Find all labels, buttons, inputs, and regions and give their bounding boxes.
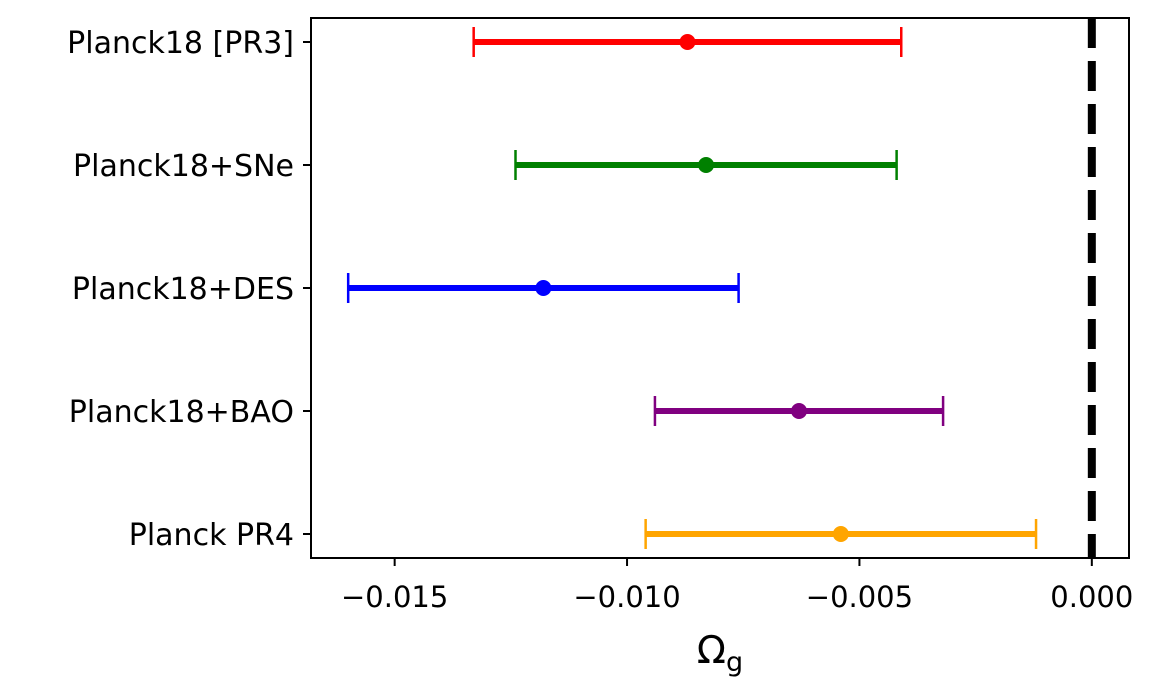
y-axis: Planck18 [PR3] Planck18+SNe Planck18+DES Pl… [67, 26, 311, 553]
errorbar-point [535, 280, 552, 296]
x-axis-label: Ωg [697, 628, 743, 678]
errorbar-point [698, 157, 715, 173]
x-axis-label-subscript: g [726, 647, 743, 678]
errorbar-planck18-des [346, 273, 740, 303]
x-axis-label-main: Ω [697, 628, 726, 672]
y-tick-label: Planck PR4 [129, 518, 294, 553]
y-tick-label: Planck18 [PR3] [67, 26, 294, 61]
x-tick-label: −0.010 [573, 580, 680, 614]
y-tick-label: Planck18+DES [72, 272, 294, 307]
errorbar-planck18-sne [514, 150, 898, 180]
y-tick-label: Planck18+BAO [69, 395, 294, 430]
errorbar-point [679, 34, 696, 50]
x-tick-label: −0.015 [341, 580, 448, 614]
errorbars-layer [346, 27, 1038, 549]
x-tick-label: −0.005 [806, 580, 913, 614]
errorbar-planck18-pr3- [472, 27, 903, 57]
x-axis: −0.015 −0.010 −0.005 0.000 [341, 558, 1133, 614]
errorbar-point [832, 526, 849, 542]
y-tick-label: Planck18+SNe [73, 149, 294, 184]
errorbar-planck-pr4 [644, 519, 1038, 549]
errorbar-planck18-bao [653, 396, 945, 426]
errorbar-point [791, 403, 808, 419]
x-tick-label: 0.000 [1050, 580, 1133, 614]
